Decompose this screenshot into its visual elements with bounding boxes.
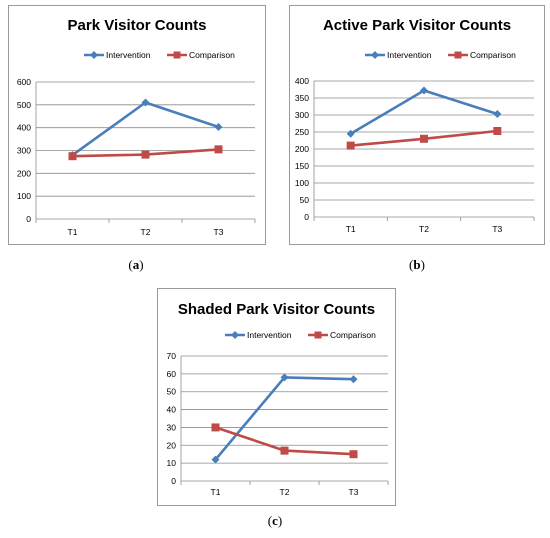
chart-a-legend-marker-comparison xyxy=(173,51,181,59)
chart-b-svg: Active Park Visitor Counts Intervention Co… xyxy=(295,17,535,234)
chart-b-point-comparison xyxy=(493,126,502,135)
chart-b-legend-label-intervention: Intervention xyxy=(387,50,432,60)
chart-b-xtick-label: T1 xyxy=(346,224,356,234)
chart-b-point-intervention xyxy=(420,86,428,95)
chart-a-title: Park Visitor Counts xyxy=(68,17,207,34)
chart-c-xtick-label: T1 xyxy=(211,487,221,497)
chart-a-xtick-label: T2 xyxy=(141,227,151,237)
chart-b-xtick-label: T3 xyxy=(492,224,502,234)
chart-c-legend-marker-comparison xyxy=(314,331,322,339)
chart-a-point-intervention xyxy=(214,122,223,131)
chart-c-ytick-label: 60 xyxy=(167,369,177,379)
chart-c-ytick-label: 10 xyxy=(167,458,177,468)
chart-a-legend-marker-intervention xyxy=(90,51,98,59)
chart-c-svg: Shaded Park Visitor Counts Intervention Co… xyxy=(167,301,389,497)
chart-a-series-line-intervention xyxy=(71,101,219,157)
chart-b-ytick-label: 250 xyxy=(295,127,309,137)
chart-b-ytick-label: 100 xyxy=(295,178,309,188)
caption-b: (b) xyxy=(409,257,425,272)
chart-b-ytick-label: 150 xyxy=(295,161,309,171)
chart-a-xtick-label: T3 xyxy=(214,227,224,237)
chart-a-ytick-label: 0 xyxy=(26,214,31,224)
chart-c-ytick-label: 20 xyxy=(167,440,177,450)
chart-b-ytick-label: 300 xyxy=(295,110,309,120)
chart-a-point-comparison xyxy=(214,145,223,154)
chart-b-point-comparison xyxy=(346,141,355,150)
chart-a-point-comparison xyxy=(141,150,150,159)
chart-frame-b: Active Park Visitor Counts Intervention Co… xyxy=(289,5,545,245)
chart-c-legend-label-comparison: Comparison xyxy=(330,330,376,340)
chart-b-point-intervention xyxy=(346,129,355,138)
chart-b-xtick-label: T2 xyxy=(419,224,429,234)
chart-b-legend-marker-comparison xyxy=(454,51,462,59)
chart-b-point-comparison xyxy=(420,134,428,143)
chart-c-xtick-label: T2 xyxy=(280,487,290,497)
chart-c-ytick-label: 30 xyxy=(167,422,177,432)
chart-a-ytick-label: 600 xyxy=(17,77,31,87)
chart-b-ytick-label: 350 xyxy=(295,93,309,103)
chart-c-point-comparison xyxy=(280,446,289,455)
caption-a: (a) xyxy=(128,257,144,272)
chart-a-ytick-label: 200 xyxy=(17,168,31,178)
chart-b-ytick-label: 400 xyxy=(295,76,309,86)
chart-a-point-intervention xyxy=(141,98,150,107)
chart-a-ytick-label: 400 xyxy=(17,123,31,133)
chart-c-ytick-label: 70 xyxy=(167,351,177,361)
chart-b-title: Active Park Visitor Counts xyxy=(323,17,511,34)
chart-c-xtick-label: T3 xyxy=(349,487,359,497)
chart-c-legend-marker-intervention xyxy=(231,331,239,339)
chart-frame-a: Park Visitor Counts Intervention Compariso… xyxy=(8,5,266,245)
chart-c-point-intervention xyxy=(211,455,220,464)
chart-frame-c: Shaded Park Visitor Counts Intervention Co… xyxy=(157,288,396,506)
chart-c-ytick-label: 40 xyxy=(167,405,177,415)
chart-a-point-comparison xyxy=(68,152,77,161)
chart-a-ytick-label: 500 xyxy=(17,100,31,110)
chart-c-title: Shaded Park Visitor Counts xyxy=(178,301,375,318)
chart-b-ytick-label: 0 xyxy=(304,212,309,222)
chart-b-point-intervention xyxy=(493,109,502,118)
chart-b-legend-marker-intervention xyxy=(371,51,379,59)
chart-a-ytick-label: 100 xyxy=(17,191,31,201)
chart-a-svg: Park Visitor Counts Intervention Compariso… xyxy=(17,17,256,237)
caption-c: (c) xyxy=(267,513,283,528)
chart-a-legend-label-comparison: Comparison xyxy=(189,50,235,60)
chart-c-point-intervention xyxy=(349,375,358,384)
chart-c-point-comparison xyxy=(211,423,220,432)
chart-a-xtick-label: T1 xyxy=(68,227,78,237)
chart-c-ytick-label: 0 xyxy=(171,476,176,486)
chart-a-legend-label-intervention: Intervention xyxy=(106,50,151,60)
chart-c-point-intervention xyxy=(280,373,289,382)
chart-c-point-comparison xyxy=(349,450,358,459)
chart-c-ytick-label: 50 xyxy=(167,387,177,397)
chart-b-ytick-label: 50 xyxy=(300,195,310,205)
chart-b-legend-label-comparison: Comparison xyxy=(470,50,516,60)
chart-a-ytick-label: 300 xyxy=(17,146,31,156)
chart-b-series-line-intervention xyxy=(350,89,498,135)
chart-b-ytick-label: 200 xyxy=(295,144,309,154)
chart-c-legend-label-intervention: Intervention xyxy=(247,330,292,340)
